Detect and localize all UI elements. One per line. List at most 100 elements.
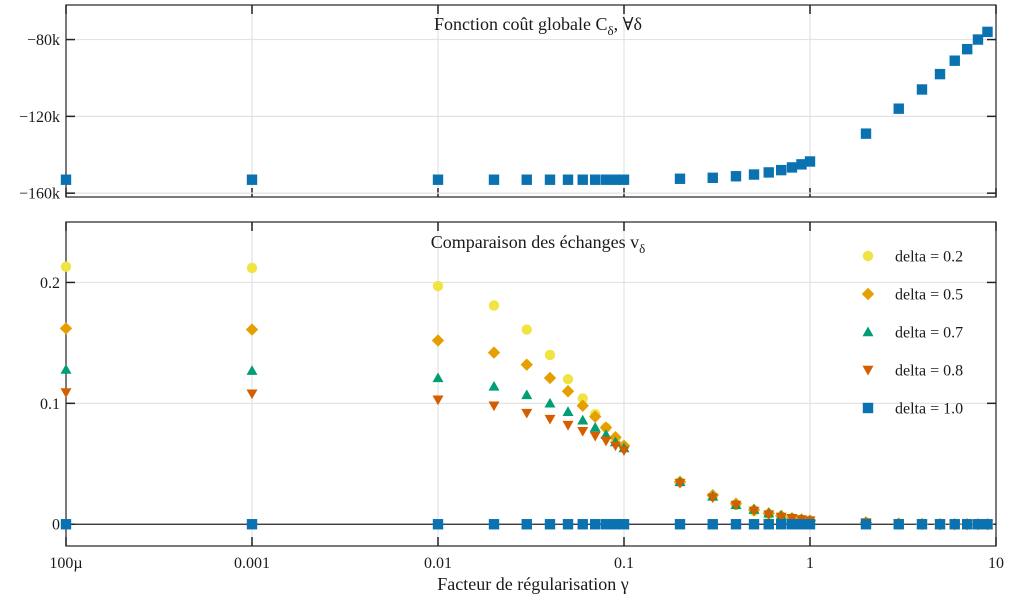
data-point	[982, 26, 993, 38]
data-point	[60, 174, 72, 185]
data-point	[730, 500, 742, 511]
data-point	[246, 174, 258, 185]
data-point	[488, 300, 500, 311]
legend-label: delta = 1.0	[895, 401, 963, 418]
data-point	[246, 389, 258, 400]
y-tick-label: 0.2	[40, 275, 60, 292]
data-point	[543, 371, 557, 385]
data-point	[60, 363, 72, 374]
data-point	[577, 519, 588, 530]
data-point	[600, 436, 612, 447]
legend-label: delta = 0.5	[895, 287, 963, 304]
data-point	[431, 334, 445, 347]
data-point	[600, 519, 612, 530]
data-point	[618, 446, 630, 456]
legend-label: delta = 0.8	[895, 363, 963, 380]
data-point	[949, 55, 960, 66]
legend-marker	[862, 402, 874, 414]
data-point	[60, 388, 72, 398]
data-point	[432, 280, 444, 292]
data-point	[618, 519, 630, 530]
data-point	[599, 421, 613, 434]
x-tick-label: 0.1	[614, 555, 634, 572]
x-tick-label: 0.001	[234, 555, 270, 572]
data-point	[763, 167, 774, 178]
legend-marker	[862, 365, 874, 376]
x-tick-label: 1	[806, 555, 814, 572]
data-point	[949, 519, 960, 530]
data-point	[520, 358, 533, 371]
data-point	[245, 323, 259, 336]
y-tick-label: 0.1	[40, 396, 60, 413]
data-point	[577, 414, 589, 425]
data-point	[577, 426, 589, 437]
data-point	[588, 410, 602, 423]
series-2	[59, 322, 994, 531]
data-point	[934, 519, 946, 530]
data-point	[432, 174, 444, 185]
data-point	[544, 414, 556, 425]
series-3	[60, 363, 993, 529]
data-point	[521, 174, 532, 185]
data-point	[674, 173, 686, 184]
data-point	[521, 519, 532, 530]
plot-frame	[65, 4, 997, 198]
data-point	[544, 174, 556, 185]
data-point	[796, 159, 807, 170]
data-point	[488, 174, 500, 185]
panel-2: 0 0.1 0.2 Comparaison des échanges vδ delta …	[40, 221, 997, 547]
data-point	[707, 519, 718, 530]
x-tick-label: 100µ	[49, 555, 82, 572]
data-point	[748, 169, 760, 180]
data-point	[893, 519, 904, 530]
data-point	[562, 519, 574, 530]
data-point	[618, 174, 630, 185]
data-point	[589, 422, 601, 432]
panel-title: Fonction coût globale Cδ, ∀δ	[434, 14, 642, 38]
data-point	[577, 174, 588, 185]
data-point	[916, 84, 928, 95]
data-point	[730, 519, 742, 530]
data-point	[961, 43, 973, 55]
data-point	[562, 373, 574, 385]
data-point	[600, 429, 612, 439]
data-point	[786, 162, 798, 173]
data-point	[589, 431, 601, 442]
data-point	[562, 174, 574, 185]
y-tick-label: −120k	[19, 109, 60, 126]
legend-marker	[862, 326, 874, 337]
data-point	[521, 324, 532, 335]
data-point	[432, 519, 444, 530]
data-point	[748, 519, 760, 530]
data-point	[487, 346, 501, 359]
y-tick-label: −80k	[27, 32, 60, 49]
data-point	[562, 420, 574, 431]
data-point	[609, 441, 621, 452]
legend-marker	[862, 250, 874, 262]
data-point	[488, 401, 500, 412]
data-point	[246, 519, 258, 530]
data-point	[521, 408, 533, 419]
data-point	[246, 365, 258, 375]
data-point	[589, 519, 601, 530]
x-axis: 100µ 0.001 0.01 0.1 1 10	[49, 555, 1004, 572]
data-point	[60, 261, 72, 272]
panels-layer: −160k −120k −80k Fonction coût globale Cδ, …	[19, 4, 1004, 572]
data-point	[860, 519, 872, 530]
y-tick-label: −160k	[19, 186, 60, 203]
series-4	[60, 388, 993, 530]
data-point	[544, 397, 556, 408]
plot-frame	[65, 221, 997, 547]
data-point	[961, 519, 973, 530]
data-point	[796, 519, 807, 530]
data-point	[544, 349, 556, 361]
x-tick-label: 0.01	[424, 555, 452, 572]
data-point	[488, 519, 500, 530]
data-point	[786, 513, 798, 524]
data-point	[893, 103, 904, 114]
data-point	[674, 519, 686, 530]
data-point	[589, 174, 601, 185]
data-point	[730, 171, 742, 182]
data-point	[707, 172, 718, 183]
